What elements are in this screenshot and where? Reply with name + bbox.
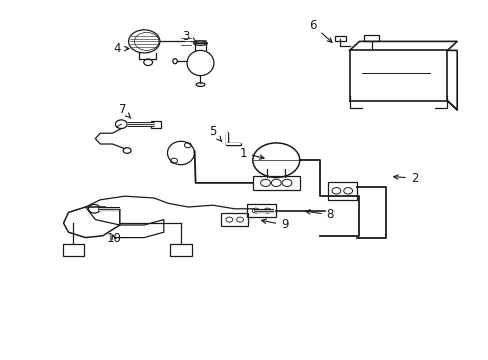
Text: 2: 2 [393, 172, 417, 185]
Text: 7: 7 [119, 103, 131, 118]
Bar [170, 244, 191, 256]
Text: 8: 8 [305, 208, 333, 221]
Text: 6: 6 [309, 19, 331, 42]
Text: 5: 5 [209, 125, 221, 141]
Bar [221, 213, 248, 226]
Text: 9: 9 [261, 219, 288, 231]
Bar [334, 36, 345, 41]
Bar [62, 244, 84, 256]
Bar [150, 121, 161, 128]
Text: 4: 4 [114, 42, 129, 55]
Bar [246, 204, 276, 217]
Bar [252, 176, 299, 190]
Bar [327, 182, 356, 200]
Text: 10: 10 [106, 232, 121, 245]
Text: 3: 3 [182, 30, 196, 42]
Bar [364, 35, 378, 41]
Text: 1: 1 [239, 147, 264, 159]
